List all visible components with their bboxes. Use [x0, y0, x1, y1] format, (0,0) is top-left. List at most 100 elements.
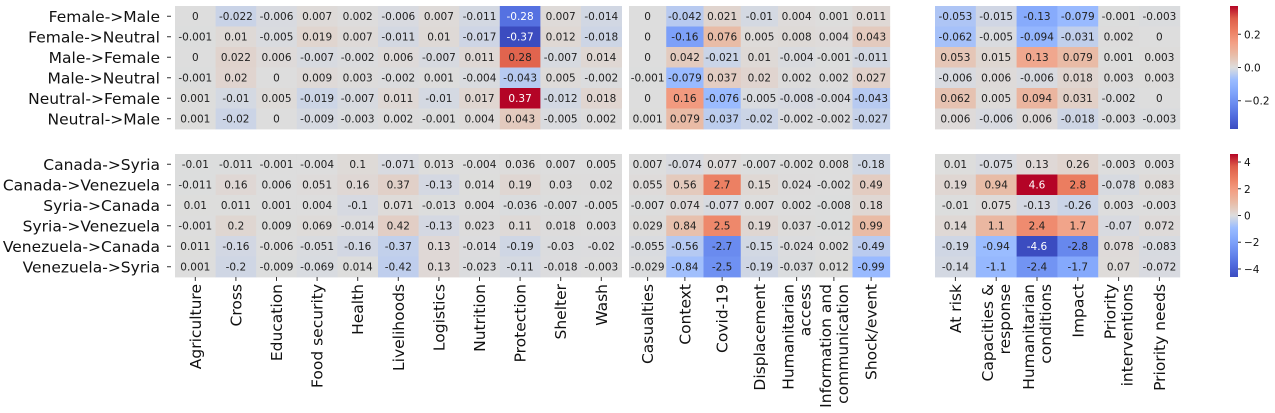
- heatmap-cell: [629, 108, 667, 130]
- cell-value-label: 0.007: [546, 11, 576, 23]
- cell-value-label: -0.001: [422, 114, 456, 126]
- cell-value-label: 0.037: [782, 221, 812, 233]
- heatmap-cell: [540, 108, 582, 130]
- heatmap-cell: [935, 67, 977, 89]
- cell-value-label: 0.15: [748, 180, 771, 192]
- cell-value-label: -0.001: [178, 73, 212, 85]
- heatmap-cell: [1139, 26, 1181, 48]
- heatmap-cell: [1057, 215, 1099, 237]
- heatmap-cell: [1098, 26, 1140, 48]
- cell-value-label: -0.042: [668, 11, 702, 23]
- column-label-line: Shock/event: [863, 284, 881, 380]
- cell-value-label: -0.2: [226, 262, 247, 274]
- heatmap-cell: [1057, 108, 1099, 130]
- heatmap-cell: [215, 215, 257, 237]
- heatmap-cell: [1057, 195, 1099, 216]
- heatmap-cell: [175, 174, 216, 196]
- heatmap-cell: [540, 6, 582, 27]
- heatmap-cell: [459, 174, 501, 196]
- cell-value-label: 2.7: [714, 180, 731, 192]
- cell-value-label: -0.022: [219, 11, 253, 23]
- cell-value-label: 0.009: [261, 221, 291, 233]
- cell-value-label: -0.001: [1102, 11, 1136, 23]
- cell-value-label: -0.007: [544, 200, 578, 212]
- cell-value-label: 0.01: [944, 159, 967, 171]
- cell-value-label: -0.003: [1142, 200, 1176, 212]
- colorbar-bottom: [1230, 154, 1238, 277]
- cell-value-label: 0.074: [670, 200, 700, 212]
- cell-value-label: -0.027: [854, 114, 888, 126]
- cell-value-label: 0: [192, 11, 199, 23]
- cell-value-label: 0.94: [985, 180, 1009, 192]
- heatmap-cell: [703, 236, 742, 257]
- heatmap-cell: [935, 154, 977, 175]
- heatmap-cell: [1139, 154, 1181, 175]
- heatmap-cell: [815, 215, 853, 237]
- column-label-line: Food security: [309, 284, 327, 388]
- heatmap-cell: [499, 236, 541, 257]
- heatmap-cell: [666, 67, 704, 89]
- cell-value-label: -0.003: [1102, 114, 1136, 126]
- cell-value-label: 0.079: [1063, 52, 1093, 64]
- heatmap-cell: [935, 26, 977, 48]
- heatmap-cell: [581, 195, 622, 216]
- cell-value-label: -0.26: [1064, 200, 1091, 212]
- heatmap-cell: [740, 108, 779, 130]
- heatmap-cell: [852, 215, 891, 237]
- cell-value-label: 0.001: [180, 93, 210, 105]
- heatmap-cell: [1098, 174, 1140, 196]
- column-label-line: Covid-19: [714, 284, 732, 353]
- heatmap-cell: [256, 236, 298, 257]
- cell-value-label: -2.8: [1068, 241, 1089, 253]
- cell-value-label: -0.007: [742, 159, 776, 171]
- cell-value-label: -0.023: [463, 262, 497, 274]
- column-label-line: At risk: [947, 284, 965, 333]
- column-label-line: Cross: [227, 284, 245, 327]
- heatmap-cell: [1016, 256, 1058, 278]
- heatmap-cell: [499, 256, 541, 278]
- heatmap-cell: [337, 195, 379, 216]
- column-label-line: communication: [834, 284, 852, 404]
- heatmap-cell: [1057, 67, 1099, 89]
- cell-value-label: -0.002: [1102, 93, 1136, 105]
- heatmap-cell: [1139, 215, 1181, 237]
- heatmap-cell: [378, 174, 419, 196]
- heatmap-cell: [975, 6, 1017, 27]
- heatmap-cell: [459, 67, 501, 89]
- heatmap-cell: [1016, 215, 1058, 237]
- heatmap-cell: [1057, 256, 1099, 278]
- cell-value-label: 0.2: [228, 221, 245, 233]
- cell-value-label: 0.072: [1144, 221, 1174, 233]
- colorbar-bottom-tick-label: 2: [1244, 184, 1251, 196]
- column-label: Livelihoods: [390, 284, 408, 371]
- heatmap-cell: [175, 88, 216, 109]
- heatmap-cell: [1139, 67, 1181, 89]
- cell-value-label: -0.37: [385, 241, 412, 253]
- heatmap-cell: [378, 6, 419, 27]
- cell-value-label: 0.002: [586, 114, 616, 126]
- cell-value-label: 0.014: [343, 262, 373, 274]
- cell-value-label: -0.002: [341, 52, 375, 64]
- cell-value-label: 0.012: [546, 32, 576, 44]
- cell-value-label: -0.053: [938, 11, 972, 23]
- heatmap-cell: [852, 108, 891, 130]
- colorbar-top-tick-label: 0.0: [1244, 63, 1261, 75]
- heatmap-cell: [499, 47, 541, 68]
- cell-value-label: 0.005: [981, 93, 1011, 105]
- cell-value-label: 0.001: [261, 200, 291, 212]
- heatmap-cell: [1016, 108, 1058, 130]
- cell-value-label: 0.01: [748, 52, 771, 64]
- heatmap-cell: [666, 47, 704, 68]
- heatmap-cell: [175, 256, 216, 278]
- heatmap-cell: [1016, 6, 1058, 27]
- heatmap-cell: [540, 174, 582, 196]
- heatmap-cell: [499, 215, 541, 237]
- heatmap-cell: [1139, 88, 1181, 109]
- column-label: Covid-19: [714, 284, 732, 353]
- heatmap-cell: [666, 215, 704, 237]
- heatmap-cell: [175, 236, 216, 257]
- cell-value-label: 0.28: [508, 52, 531, 64]
- cell-value-label: -0.49: [858, 241, 885, 253]
- heatmap-cell: [778, 6, 816, 27]
- cell-value-label: 0.007: [744, 200, 774, 212]
